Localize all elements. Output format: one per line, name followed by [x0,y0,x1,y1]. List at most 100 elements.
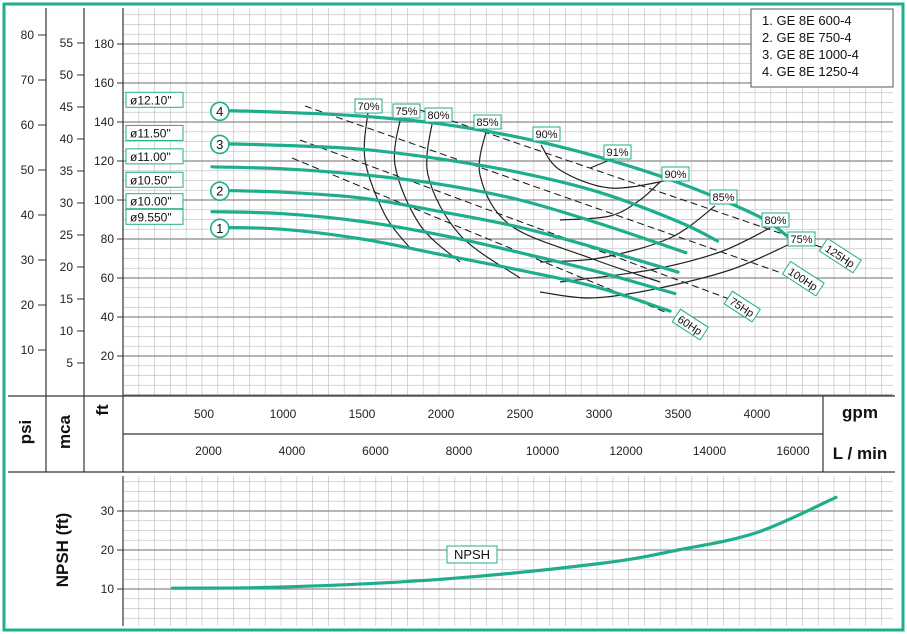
efficiency-label: 80% [764,215,786,227]
impeller-curve [210,225,672,313]
psi-tick-label: 10 [21,343,35,357]
curve-number: 2 [216,184,223,199]
ft-axis: 20 40 60 80 100 120 140 160 180 [94,37,123,363]
efficiency-label: 90% [664,169,686,181]
gpm-tick-label: 2000 [428,407,455,421]
gpm-tick-label: 500 [194,407,214,421]
diameter-label-box [125,148,184,165]
efficiency-curves [363,111,791,299]
efficiency-labels: 70% 75% 80% 85% 90% 91% 90% 85% 80% 75% [354,98,816,247]
psi-tick-label: 60 [21,118,35,132]
efficiency-label-box [787,231,816,247]
psi-tick-label: 80 [21,28,35,42]
lmin-tick-label: 16000 [776,444,810,458]
mca-tick-label: 50 [60,68,74,82]
diameter-label-box [125,124,184,141]
gpm-tick-label: 3000 [586,407,613,421]
efficiency-label-box [661,166,690,182]
mca-tick-label: 5 [66,356,73,370]
mca-tick-label: 25 [60,228,74,242]
curve-number-marker [210,134,230,155]
psi-tick-label: 20 [21,298,35,312]
ft-tick-label: 140 [94,115,114,129]
impeller-curve [210,165,688,255]
psi-axis: 10 20 30 40 50 60 70 80 [21,8,47,396]
npsh-axis: 10 20 30 [101,504,123,596]
mca-unit-label: mca [55,414,74,449]
legend-entry-2: 2. GE 8E 750-4 [762,30,852,45]
lmin-tick-label: 2000 [195,444,222,458]
curve-number: 4 [216,104,223,119]
curve-number-marker [210,101,230,122]
npsh-label: NPSH [454,547,490,562]
lmin-tick-label: 4000 [279,444,306,458]
lmin-tick-label: 6000 [362,444,389,458]
ft-tick-label: 80 [101,232,115,246]
curve-number-marker [210,181,230,202]
npsh-label-box [446,545,498,564]
npsh-tick-label: 20 [101,543,115,557]
lmin-tick-label: 12000 [609,444,643,458]
efficiency-label-box [392,103,421,119]
impeller-curve [210,141,720,243]
power-lines [291,105,851,313]
efficiency-curve [559,227,771,283]
gpm-tick-label: 1500 [349,407,376,421]
ft-tick-label: 60 [101,271,115,285]
mca-tick-label: 45 [60,100,74,114]
gpm-axis: 500 1000 1500 2000 2500 3000 3500 4000 [194,407,771,421]
gpm-tick-label: 2500 [507,407,534,421]
psi-unit-label: psi [16,420,35,445]
efficiency-curve [539,205,716,263]
diameter-label-box [125,171,184,188]
impeller-labels: ø9.550" 1 ø10.00" ø10.50" 2 ø11.00" ø11.50" 3 ø1… [125,91,230,239]
diameter-label-box [125,193,184,210]
power-label-box [818,237,862,274]
efficiency-label: 80% [427,110,449,122]
curve-number-marker [210,218,230,239]
mca-tick-label: 15 [60,292,74,306]
efficiency-label-box [603,144,632,160]
lmin-tick-label: 10000 [526,444,560,458]
efficiency-curve [426,117,521,279]
psi-tick-label: 70 [21,73,35,87]
legend-box [750,8,894,88]
efficiency-label-box [532,126,561,142]
diameter-label: ø11.00" [130,150,171,164]
npsh-tick-label: 30 [101,504,115,518]
lmin-axis: 2000 4000 6000 8000 10000 12000 14000 16000 [195,444,810,458]
efficiency-curve [363,111,411,249]
efficiency-curve [540,144,671,189]
efficiency-label: 85% [712,192,734,204]
power-label-box [781,260,825,297]
impeller-curve [210,188,680,274]
efficiency-label: 75% [790,234,812,246]
ft-tick-label: 120 [94,154,114,168]
power-label-box [723,290,761,323]
psi-tick-label: 50 [21,163,35,177]
diameter-label-box [125,208,184,225]
mca-tick-label: 35 [60,164,74,178]
mca-tick-label: 20 [60,260,74,274]
ft-tick-label: 180 [94,37,114,51]
mca-tick-label: 30 [60,196,74,210]
psi-tick-label: 30 [21,253,35,267]
bottom-grid [122,476,893,626]
ft-tick-label: 40 [101,310,115,324]
ft-tick-label: 100 [94,193,114,207]
psi-tick-label: 40 [21,208,35,222]
mca-axis: 5 10 15 20 25 30 35 40 45 50 55 [60,8,85,396]
efficiency-label-box [761,212,790,228]
diameter-label: ø10.50" [130,173,172,187]
gpm-unit-label: gpm [842,403,878,422]
efficiency-curve [393,111,461,263]
lmin-tick-label: 8000 [446,444,473,458]
curve-number: 1 [216,221,223,236]
curve-number: 3 [216,137,223,152]
legend-entry-1: 1. GE 8E 600-4 [762,13,852,28]
lmin-tick-label: 14000 [693,444,727,458]
mca-tick-label: 55 [60,36,74,50]
efficiency-label-box [473,114,502,130]
